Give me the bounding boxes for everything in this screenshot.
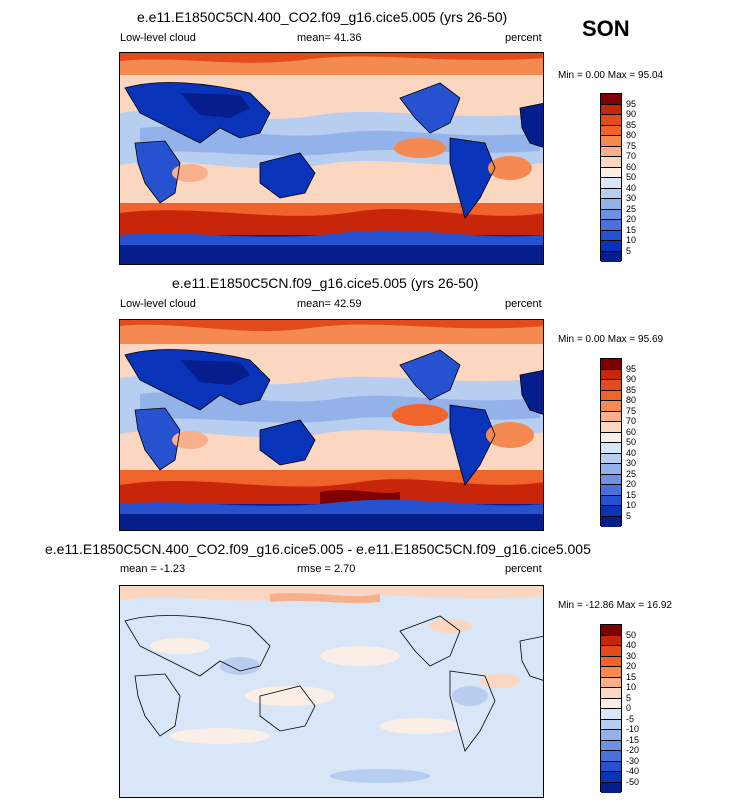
panel3-cbar-tick: 5 (626, 692, 632, 703)
panel3-cbar-tick: 0 (626, 703, 632, 713)
panel3-cbar-tick: -20 (626, 745, 640, 755)
panel2-map (119, 319, 544, 531)
panel1-cbar-tick: 20 (626, 214, 637, 224)
panel2-cbar-tick: 80 (626, 395, 637, 405)
panel3-cbar-tick: -10 (626, 724, 640, 734)
panel2-cbar-tick: 50 (626, 437, 637, 447)
panel2-cbar-tick: 70 (626, 416, 637, 426)
panel3-cbar-tick: 30 (626, 650, 637, 661)
panel3-cbar-tick: 20 (626, 661, 637, 671)
panel2-cbar-tick: 5 (626, 510, 632, 521)
panel2-mean-label: mean= 42.59 (297, 298, 362, 310)
panel1-map-field (120, 53, 543, 264)
panel2-cbar-tick: 20 (626, 479, 637, 489)
panel1-variable-label: Low-level cloud (120, 32, 196, 44)
panel1-cbar-tick: 70 (626, 151, 637, 161)
season-label: SON (582, 16, 630, 41)
panel3-cbar-tick: -15 (626, 734, 640, 745)
panel1-mean-label: mean= 41.36 (297, 32, 362, 44)
panel2-minmax: Min = 0.00 Max = 95.69 (558, 334, 664, 345)
panel2-cbar-tick: 40 (626, 447, 637, 458)
panel2-cbar-tick: 90 (626, 374, 637, 384)
panel2-cbar-tick: 10 (626, 500, 637, 510)
panel3-map-field (120, 586, 543, 797)
panel1-cbar-tick: 85 (626, 119, 637, 130)
panel3-colorbar (600, 624, 622, 793)
panel1-colorbar (600, 93, 622, 262)
panel2-map-field (120, 320, 543, 530)
panel1-cbar-tick: 5 (626, 245, 632, 256)
panel1-cbar-tick: 80 (626, 130, 637, 140)
panel1-cbar-tick: 50 (626, 172, 637, 182)
panel1-units-label: percent (505, 32, 542, 44)
panel3-title: e.e11.E1850C5CN.400_CO2.f09_g16.cice5.00… (45, 541, 591, 557)
panel3-cbar-tick: 40 (626, 640, 637, 650)
panel1-cbar-tick: 25 (626, 203, 637, 214)
panel1-minmax: Min = 0.00 Max = 95.04 (558, 70, 664, 81)
panel1-cbar-tick: 40 (626, 182, 637, 193)
panel2-units-label: percent (505, 298, 542, 310)
panel1-cbar-tick: 30 (626, 193, 637, 203)
panel3-cbar-tick: -30 (626, 755, 640, 766)
panel3-cbar-tick: 15 (626, 671, 637, 682)
panel3-cbar-tick: 10 (626, 682, 637, 692)
panel3-map (119, 585, 544, 798)
panel1-cbar-tick: 90 (626, 109, 637, 119)
panel1-map (119, 52, 544, 265)
panel3-cbar-tick: -40 (626, 766, 640, 776)
panel2-title: e.e11.E1850C5CN.f09_g16.cice5.005 (yrs 2… (172, 275, 479, 291)
panel2-cbar-tick: 95 (626, 363, 637, 374)
panel1-cbar-tick: 95 (626, 98, 637, 109)
panel1-title: e.e11.E1850C5CN.400_CO2.f09_g16.cice5.00… (137, 9, 508, 25)
panel3-cbar-tick: -50 (626, 776, 640, 787)
panel3-rmse-label: rmse = 2.70 (297, 563, 356, 575)
panel2-cbar-tick: 25 (626, 468, 637, 479)
panel1-cbar-tick: 10 (626, 235, 637, 245)
panel2-cbar-tick: 15 (626, 489, 637, 500)
panel3-cbar-tick: 50 (626, 629, 637, 640)
panel3-mean-label: mean = -1.23 (120, 563, 186, 575)
panel1-cbar-tick: 75 (626, 140, 637, 151)
panel2-cbar-tick: 60 (626, 426, 637, 437)
panel2-cbar-tick: 75 (626, 405, 637, 416)
panel3-minmax: Min = -12.86 Max = 16.92 (558, 600, 672, 611)
panel1-cbar-tick: 15 (626, 224, 637, 235)
panel3-cbar-tick: -5 (626, 713, 635, 724)
panel1-cbar-tick: 60 (626, 161, 637, 172)
panel2-colorbar (600, 358, 622, 527)
panel2-cbar-tick: 30 (626, 458, 637, 468)
panel3-units-label: percent (505, 563, 542, 575)
panel2-cbar-tick: 85 (626, 384, 637, 395)
panel2-variable-label: Low-level cloud (120, 298, 196, 310)
